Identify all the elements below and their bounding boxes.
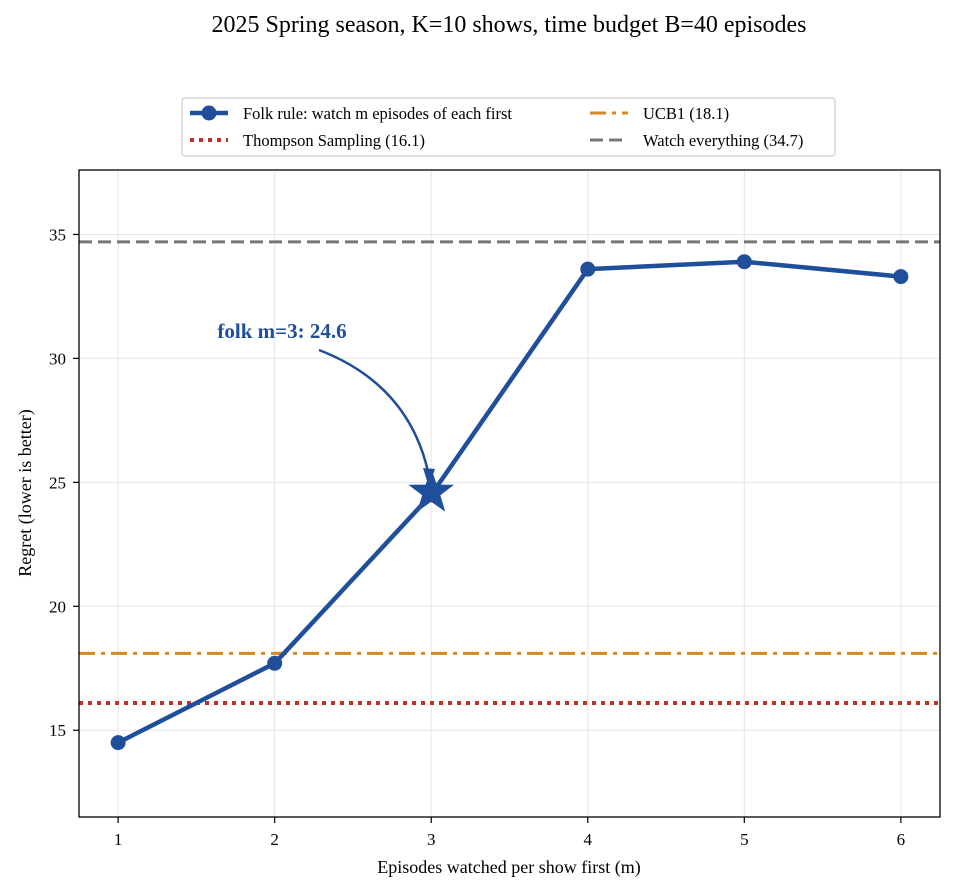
annotation-label: folk m=3: 24.6	[217, 319, 346, 343]
plot-frame	[78, 169, 941, 818]
y-tick-label: 35	[49, 225, 66, 244]
annotation-arrowhead	[423, 468, 435, 487]
legend-label: Thompson Sampling (16.1)	[243, 131, 425, 150]
y-tick-label: 30	[49, 349, 66, 368]
x-tick-label: 3	[427, 830, 436, 849]
data-point	[580, 261, 596, 277]
y-tick-label: 20	[49, 597, 66, 616]
x-tick-label: 2	[270, 830, 279, 849]
legend-marker	[201, 105, 217, 121]
data-point	[736, 254, 752, 270]
legend-label: UCB1 (18.1)	[643, 104, 729, 123]
series-line	[117, 259, 902, 745]
x-tick-label: 4	[584, 830, 593, 849]
data-point	[110, 735, 126, 751]
y-axis-label: Regret (lower is better)	[15, 409, 36, 576]
highlight-star-marker	[408, 468, 455, 512]
annotation-arrow	[318, 348, 431, 477]
data-point	[267, 655, 283, 671]
x-tick-label: 1	[114, 830, 123, 849]
y-tick-label: 25	[49, 473, 66, 492]
legend: Folk rule: watch m episodes of each firs…	[181, 97, 836, 157]
x-tick-label: 6	[897, 830, 906, 849]
data-point	[893, 269, 909, 285]
legend-label: Folk rule: watch m episodes of each firs…	[243, 104, 512, 123]
legend-label: Watch everything (34.7)	[643, 131, 803, 150]
legend-frame	[181, 97, 836, 157]
y-tick-label: 15	[49, 721, 66, 740]
x-tick-label: 5	[740, 830, 749, 849]
chart-title: 2025 Spring season, K=10 shows, time bud…	[211, 12, 806, 38]
plot-area: folk m=3: 24.6 1 2 3 4 5 6 15 20 25 30 35	[49, 169, 941, 849]
x-axis-label: Episodes watched per show first (m)	[377, 857, 640, 878]
